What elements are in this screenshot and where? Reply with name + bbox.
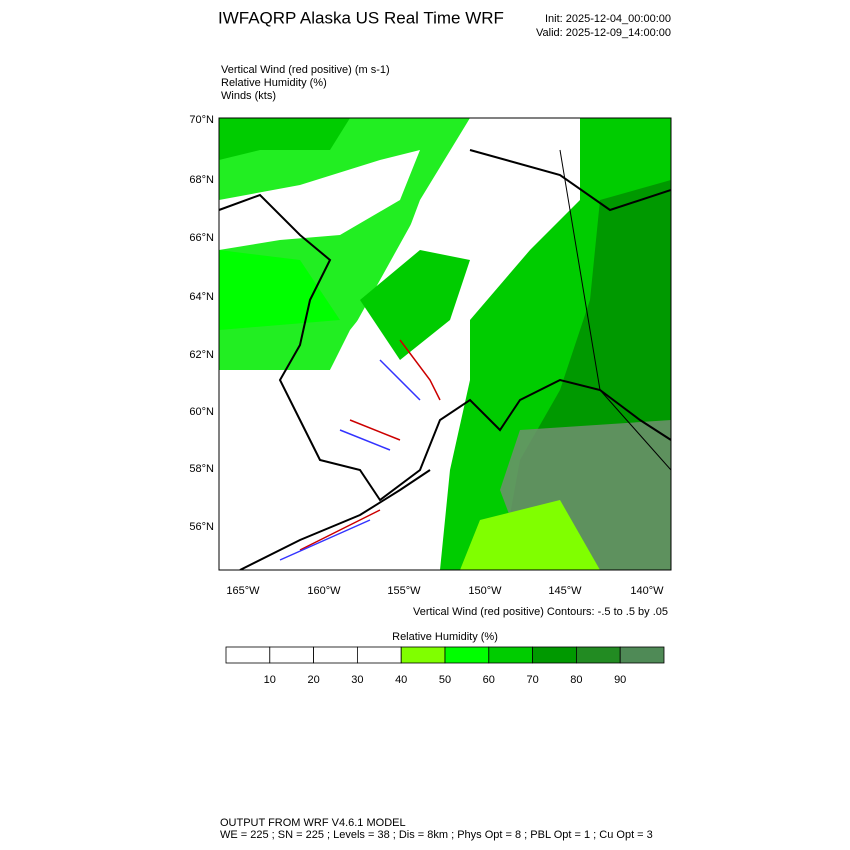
colorbar-tick-label: 40	[395, 674, 407, 686]
colorbar-tick-label: 50	[439, 674, 451, 686]
colorbar-swatch	[619, 646, 665, 664]
field-label: Vertical Wind (red positive) (m s-1)	[221, 64, 390, 76]
map: 70°N 68°N 66°N 64°N 62°N 60°N 58°N 56°N …	[189, 114, 672, 618]
lon-label: 145°W	[548, 585, 582, 597]
init-time: Init: 2025-12-04_00:00:00	[545, 13, 671, 25]
lon-label: 165°W	[226, 585, 260, 597]
field-label: Winds (kts)	[221, 90, 276, 102]
lat-label: 64°N	[189, 291, 214, 303]
lat-label: 58°N	[189, 463, 214, 475]
lon-label: 150°W	[468, 585, 502, 597]
colorbar-swatch	[532, 646, 577, 664]
colorbar-tick-label: 20	[307, 674, 319, 686]
lat-label: 60°N	[189, 406, 214, 418]
lon-label: 140°W	[630, 585, 664, 597]
colorbar-tick-label: 90	[614, 674, 626, 686]
lon-label: 155°W	[387, 585, 421, 597]
colorbar-swatch	[313, 646, 358, 664]
colorbar-swatch	[488, 646, 533, 664]
colorbar-tick-label: 80	[570, 674, 582, 686]
footer-line: WE = 225 ; SN = 225 ; Levels = 38 ; Dis …	[220, 829, 653, 841]
colorbar-swatch	[444, 646, 490, 664]
contour-note: Vertical Wind (red positive) Contours: -…	[413, 606, 668, 618]
colorbar-swatch	[576, 646, 621, 664]
lat-label: 56°N	[189, 521, 214, 533]
lat-label: 70°N	[189, 114, 214, 126]
colorbar-swatch	[225, 646, 271, 664]
colorbar-swatch	[400, 646, 446, 664]
colorbar-tick-label: 70	[526, 674, 538, 686]
colorbar-tick-label: 10	[264, 674, 276, 686]
valid-time: Valid: 2025-12-09_14:00:00	[536, 27, 671, 39]
colorbar-swatch	[356, 646, 402, 664]
lat-label: 68°N	[189, 174, 214, 186]
colorbar: 10 20 30 40 50 60 70 80 90	[225, 646, 665, 686]
colorbar-tick-label: 30	[351, 674, 363, 686]
colorbar-tick-label: 60	[483, 674, 495, 686]
lat-label: 62°N	[189, 349, 214, 361]
footer-line: OUTPUT FROM WRF V4.6.1 MODEL	[220, 817, 406, 829]
colorbar-swatch	[269, 646, 314, 664]
field-label: Relative Humidity (%)	[221, 77, 327, 89]
lon-label: 160°W	[307, 585, 341, 597]
colorbar-title: Relative Humidity (%)	[392, 631, 498, 643]
lat-label: 66°N	[189, 232, 214, 244]
title: IWFAQRP Alaska US Real Time WRF	[218, 8, 504, 27]
